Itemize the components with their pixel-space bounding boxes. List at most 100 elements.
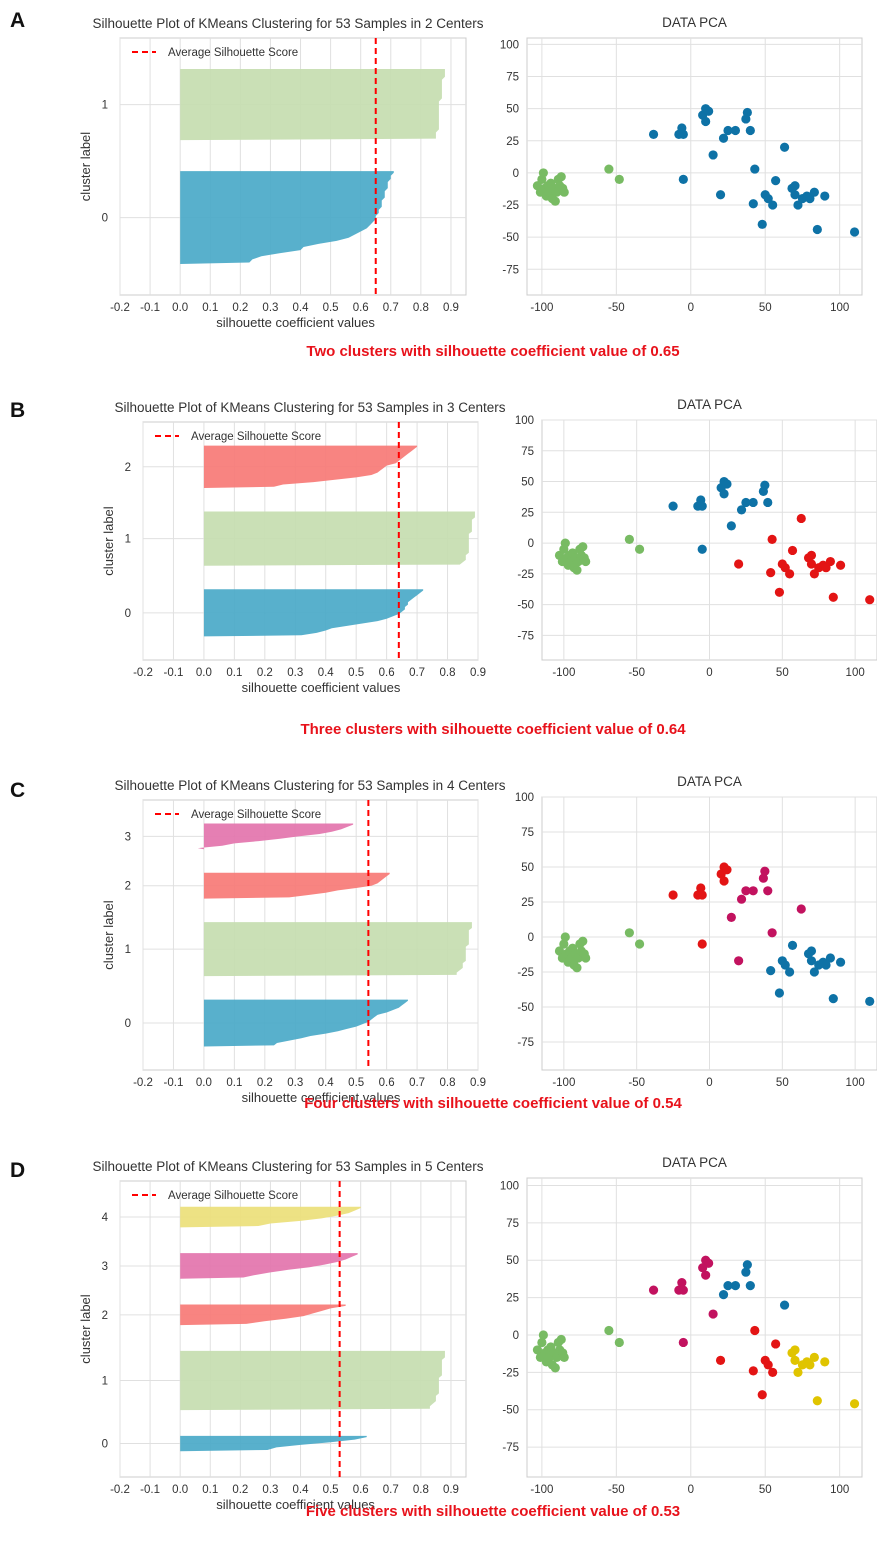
silhouette-y-axis-label: cluster label	[101, 900, 116, 969]
pca-point-cluster-0	[750, 164, 760, 174]
pca-point-cluster-1	[550, 1363, 560, 1373]
pca-point-cluster-2	[668, 890, 678, 900]
silhouette-y-axis-label: cluster label	[78, 1294, 93, 1363]
pca-point-cluster-2	[757, 1390, 767, 1400]
pca-point-cluster-0	[701, 116, 711, 127]
pca-point-cluster-2	[696, 883, 706, 893]
pca-point-cluster-0	[809, 967, 819, 977]
silhouette-x-tick-label: -0.2	[133, 1077, 153, 1089]
pca-point-cluster-0	[774, 988, 785, 998]
silhouette-x-tick-label: 0.2	[257, 1077, 273, 1089]
pca-point-cluster-0	[748, 497, 758, 508]
pca-point-cluster-0	[742, 107, 752, 118]
pca-point-cluster-3	[698, 1263, 708, 1273]
pca-point-cluster-0	[741, 1267, 751, 1277]
pca-point-cluster-2	[828, 592, 838, 602]
silhouette-y-tick-label: 0	[102, 213, 108, 225]
pca-point-cluster-0	[785, 967, 795, 977]
silhouette-x-tick-label: -0.1	[164, 1077, 184, 1089]
pca-x-tick-label: -50	[628, 1077, 645, 1089]
pca-point-cluster-0	[704, 106, 714, 116]
silhouette-x-tick-label: 0.7	[409, 1077, 425, 1089]
pca-point-cluster-1	[634, 939, 645, 949]
pca-point-cluster-0	[763, 194, 773, 204]
pca-point-cluster-3	[734, 956, 744, 966]
pca-plot: -100 -50 0 50 100 100 75 50 25 0 -25 -50 -75 DATA PCA	[500, 1155, 863, 1496]
silhouette-x-tick-label: 0.0	[172, 302, 188, 314]
pca-y-tick-label: 100	[500, 1180, 519, 1192]
silhouette-x-tick-label: 0.2	[232, 1484, 248, 1496]
pca-point-cluster-1	[532, 1345, 543, 1355]
pca-point-cluster-1	[578, 936, 588, 946]
pca-y-tick-label: -50	[517, 600, 534, 612]
pca-point-cluster-0	[763, 497, 773, 508]
silhouette-cluster-1-area	[203, 511, 475, 566]
pca-x-tick-label: -100	[530, 302, 553, 314]
silhouette-cluster-1-area	[180, 68, 445, 141]
silhouette-cluster-2-area	[180, 1304, 346, 1326]
legend-label: Average Silhouette Score	[168, 1190, 298, 1202]
pca-y-tick-label: 0	[528, 932, 534, 944]
silhouette-x-axis-label: silhouette coefficient values	[216, 1497, 375, 1512]
silhouette-x-tick-label: 0.8	[440, 667, 456, 679]
silhouette-x-tick-label: 0.9	[443, 1484, 459, 1496]
silhouette-y-tick-label: 1	[102, 100, 108, 112]
pca-y-tick-label: -50	[502, 1405, 519, 1417]
panel-caption: Three clusters with silhouette coefficie…	[300, 721, 686, 738]
silhouette-x-tick-label: 0.8	[413, 1484, 429, 1496]
pca-point-cluster-0	[805, 194, 815, 204]
silhouette-y-tick-label: 0	[125, 1018, 131, 1030]
pca-point-cluster-1	[537, 1337, 547, 1348]
silhouette-x-tick-label: 0.6	[353, 1484, 369, 1496]
pca-point-cluster-0	[835, 957, 846, 967]
pca-point-cluster-3	[796, 904, 806, 914]
silhouette-x-tick-label: 0.9	[470, 667, 486, 679]
pca-point-cluster-3	[648, 1285, 659, 1295]
panel-letter: B	[10, 399, 25, 422]
pca-point-cluster-3	[726, 912, 736, 923]
silhouette-x-tick-label: 0.7	[383, 1484, 399, 1496]
pca-point-cluster-1	[556, 1334, 566, 1345]
pca-point-cluster-3	[736, 894, 747, 904]
pca-title: DATA PCA	[677, 774, 742, 789]
pca-point-cluster-2	[750, 1325, 760, 1336]
pca-x-tick-label: 0	[688, 1484, 694, 1496]
pca-point-cluster-2	[774, 587, 785, 597]
legend-label: Average Silhouette Score	[191, 809, 321, 821]
pca-point-cluster-1	[624, 928, 634, 938]
silhouette-x-tick-label: 0.5	[323, 302, 339, 314]
silhouette-x-tick-label: 0.8	[413, 302, 429, 314]
pca-plot: -100 -50 0 50 100 100 75 50 25 0 -25 -50 -75 DATA PCA	[515, 397, 877, 679]
pca-point-cluster-3	[748, 886, 758, 896]
pca-point-cluster-2	[734, 559, 744, 569]
silhouette-x-tick-label: 0.1	[226, 1077, 242, 1089]
pca-point-cluster-0	[719, 489, 729, 499]
pca-point-cluster-3	[708, 1309, 718, 1319]
pca-x-tick-label: -100	[530, 1484, 553, 1496]
pca-y-tick-label: 0	[528, 538, 534, 550]
silhouette-cluster-2-area	[203, 445, 418, 488]
pca-point-cluster-2	[766, 568, 776, 578]
pca-y-tick-label: 25	[521, 507, 534, 519]
pca-x-tick-label: 50	[776, 1077, 789, 1089]
pca-point-cluster-3	[758, 873, 768, 883]
pca-point-cluster-3	[741, 886, 751, 896]
pca-point-cluster-2	[865, 595, 875, 605]
silhouette-x-tick-label: 0.1	[202, 1484, 218, 1496]
pca-point-cluster-2	[825, 556, 835, 567]
pca-x-tick-label: 100	[830, 302, 849, 314]
pca-point-cluster-0	[812, 224, 822, 235]
pca-point-cluster-1	[634, 544, 645, 554]
pca-point-cluster-0	[715, 190, 726, 200]
pca-point-cluster-0	[787, 940, 798, 951]
silhouette-x-tick-label: -0.2	[110, 302, 130, 314]
silhouette-x-tick-label: 0.0	[172, 1484, 188, 1496]
pca-y-tick-label: -25	[502, 200, 519, 212]
silhouette-x-axis-label: silhouette coefficient values	[216, 315, 375, 330]
pca-point-cluster-4	[793, 1367, 803, 1377]
silhouette-x-tick-label: 0.6	[379, 667, 395, 679]
pca-point-cluster-0	[790, 190, 800, 200]
silhouette-x-tick-label: 0.3	[262, 302, 278, 314]
pca-point-cluster-0	[648, 129, 659, 139]
pca-point-cluster-0	[718, 133, 729, 143]
